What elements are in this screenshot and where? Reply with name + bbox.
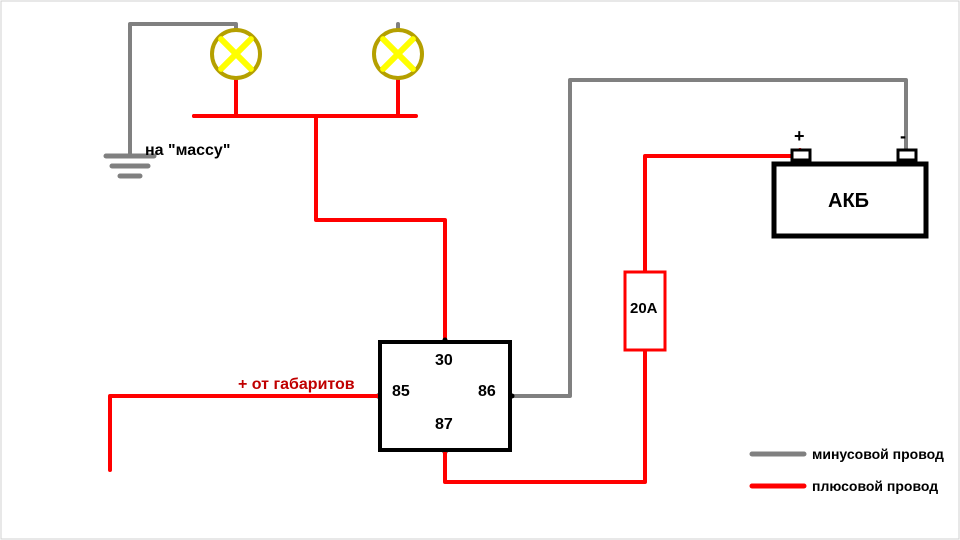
relay-pin-85-label: 85: [392, 383, 410, 401]
from-parking-lights-label: + от габаритов: [238, 376, 355, 394]
battery-minus-label: -: [900, 126, 906, 147]
fuse-label: 20A: [630, 300, 658, 317]
relay-pin-87-label: 87: [435, 416, 453, 434]
ground-label: на "массу": [145, 142, 230, 160]
relay-pin-30-label: 30: [435, 352, 453, 370]
battery-label: АКБ: [828, 190, 869, 213]
battery-plus-label: +: [794, 126, 805, 147]
legend-minus-label: минусовой провод: [812, 446, 944, 462]
legend-plus-label: плюсовой провод: [812, 478, 938, 494]
relay-pin-86-label: 86: [478, 383, 496, 401]
